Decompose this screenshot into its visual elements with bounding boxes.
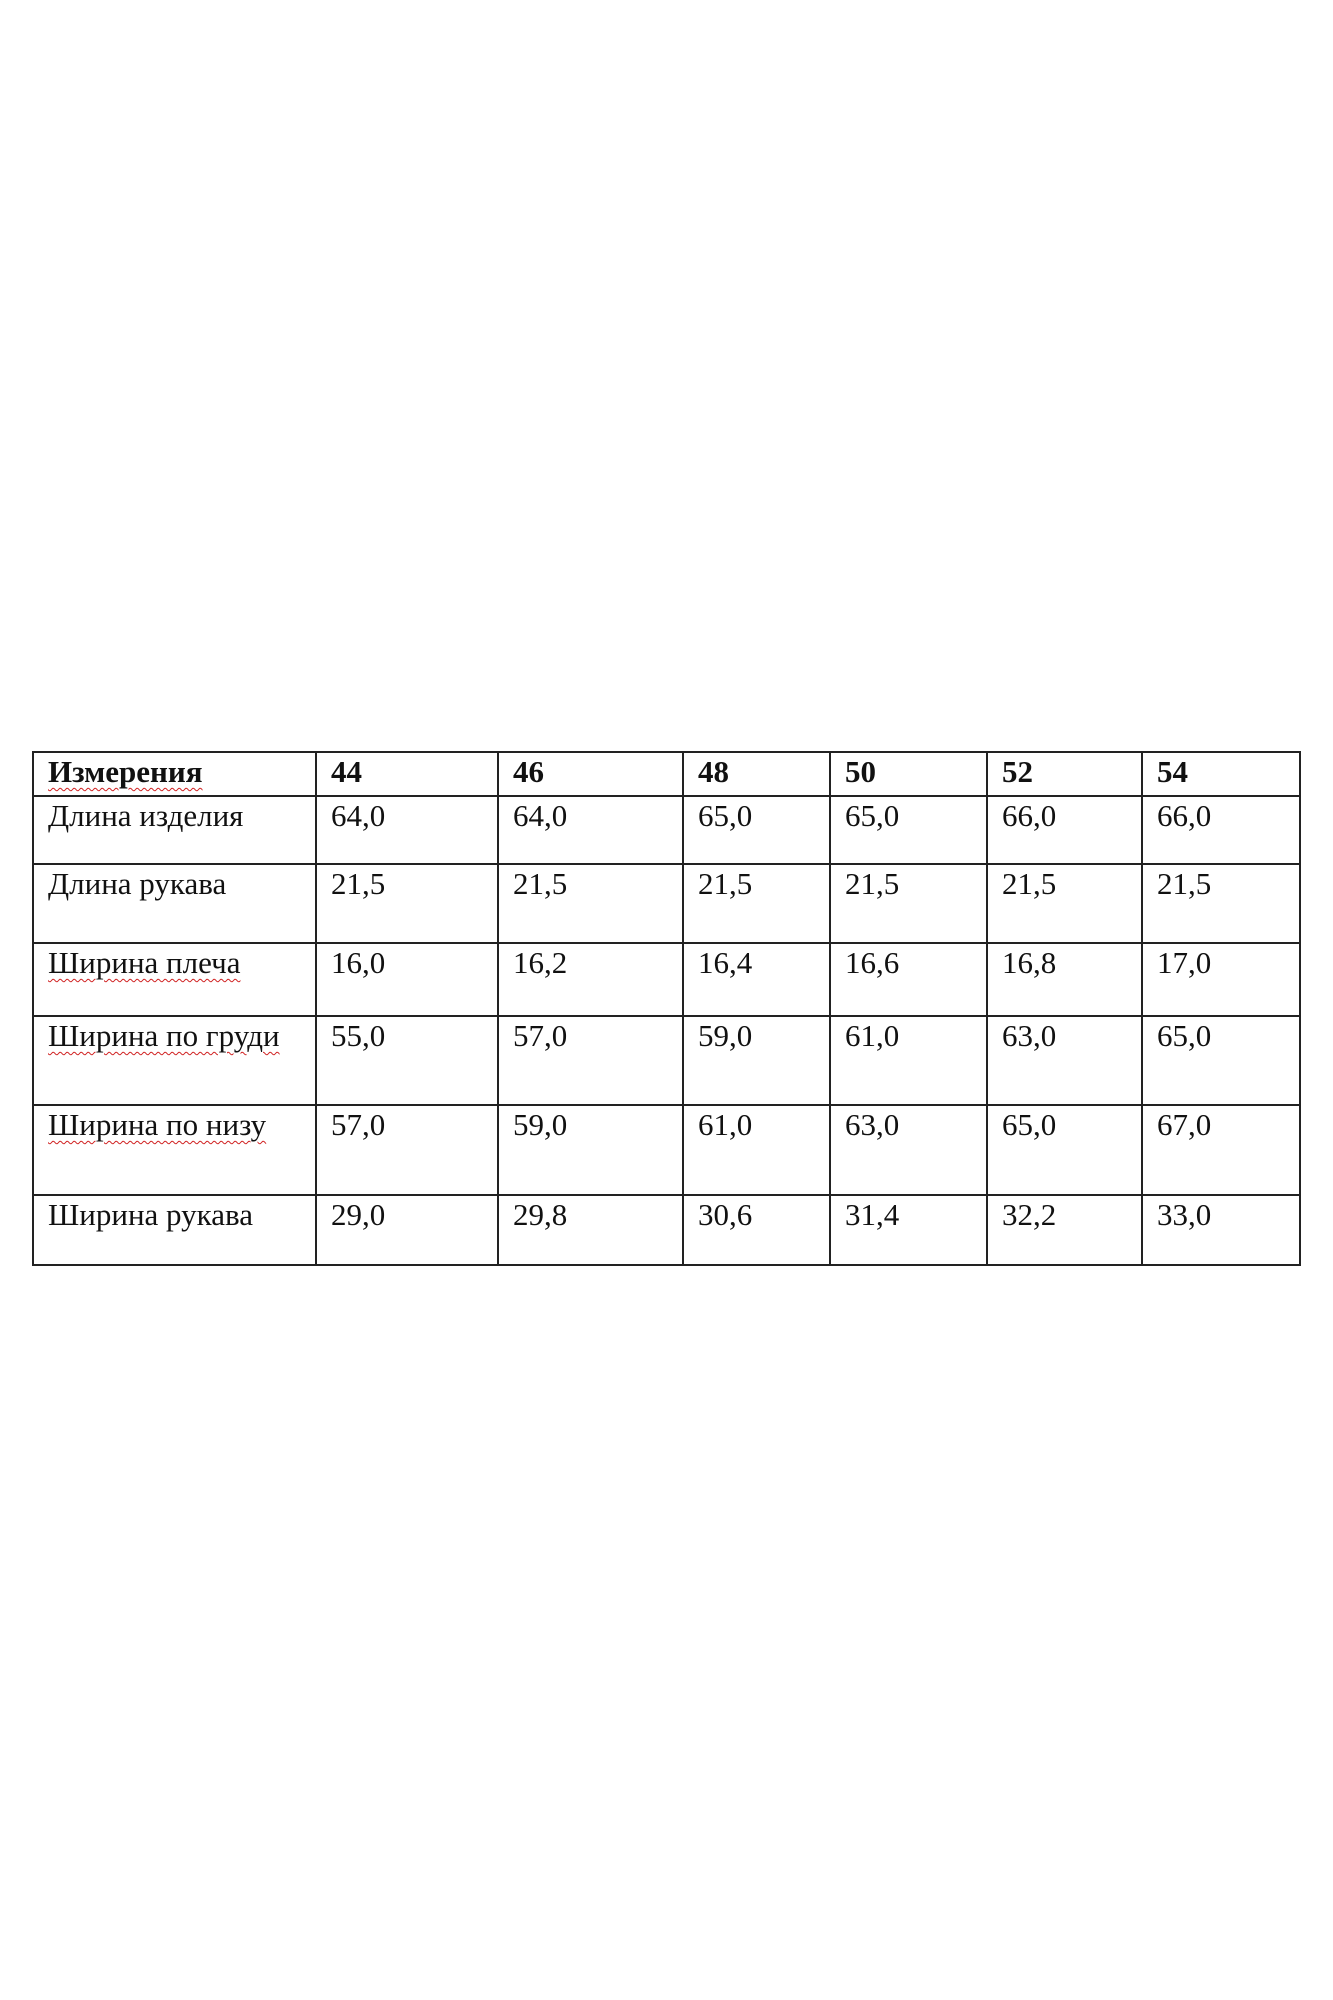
header-cell: 46 [497, 751, 684, 797]
header-cell: 44 [315, 751, 499, 797]
row-label: Ширина по груди [32, 1015, 317, 1106]
table-row: Длина изделия 64,0 64,0 65,0 65,0 66,0 6… [32, 795, 1301, 865]
size-chart-table: Измерения 44 46 48 50 52 54 Длина издели… [32, 751, 1301, 1266]
cell: 16,2 [497, 942, 684, 1017]
cell: 31,4 [829, 1194, 988, 1266]
cell: 21,5 [682, 863, 831, 944]
cell: 66,0 [986, 795, 1143, 865]
cell: 33,0 [1141, 1194, 1301, 1266]
cell: 59,0 [682, 1015, 831, 1106]
header-cell: 54 [1141, 751, 1301, 797]
cell: 21,5 [986, 863, 1143, 944]
cell: 21,5 [829, 863, 988, 944]
header-cell: 50 [829, 751, 988, 797]
cell: 32,2 [986, 1194, 1143, 1266]
header-row: Измерения 44 46 48 50 52 54 [32, 751, 1301, 797]
cell: 64,0 [497, 795, 684, 865]
cell: 55,0 [315, 1015, 499, 1106]
cell: 21,5 [1141, 863, 1301, 944]
table-row: Ширина по низу 57,0 59,0 61,0 63,0 65,0 … [32, 1104, 1301, 1196]
row-label-text: Ширина по груди [48, 1018, 280, 1053]
header-cell: Измерения [32, 751, 317, 797]
cell: 67,0 [1141, 1104, 1301, 1196]
cell: 21,5 [315, 863, 499, 944]
table-row: Ширина рукава 29,0 29,8 30,6 31,4 32,2 3… [32, 1194, 1301, 1266]
cell: 16,6 [829, 942, 988, 1017]
cell: 16,0 [315, 942, 499, 1017]
cell: 63,0 [829, 1104, 988, 1196]
cell: 57,0 [315, 1104, 499, 1196]
cell: 16,4 [682, 942, 831, 1017]
table-row: Ширина плеча 16,0 16,2 16,4 16,6 16,8 17… [32, 942, 1301, 1017]
cell: 16,8 [986, 942, 1143, 1017]
cell: 65,0 [1141, 1015, 1301, 1106]
row-label: Длина рукава [32, 863, 317, 944]
header-cell: 48 [682, 751, 831, 797]
cell: 17,0 [1141, 942, 1301, 1017]
cell: 66,0 [1141, 795, 1301, 865]
cell: 29,8 [497, 1194, 684, 1266]
cell: 61,0 [682, 1104, 831, 1196]
cell: 59,0 [497, 1104, 684, 1196]
row-label-text: Ширина по низу [48, 1107, 267, 1142]
header-label: Измерения [48, 754, 203, 789]
row-label: Ширина рукава [32, 1194, 317, 1266]
header-cell: 52 [986, 751, 1143, 797]
cell: 65,0 [986, 1104, 1143, 1196]
row-label-text: Ширина плеча [48, 945, 241, 980]
cell: 57,0 [497, 1015, 684, 1106]
row-label: Ширина плеча [32, 942, 317, 1017]
cell: 65,0 [829, 795, 988, 865]
cell: 63,0 [986, 1015, 1143, 1106]
cell: 29,0 [315, 1194, 499, 1266]
cell: 61,0 [829, 1015, 988, 1106]
cell: 65,0 [682, 795, 831, 865]
cell: 64,0 [315, 795, 499, 865]
table-row: Ширина по груди 55,0 57,0 59,0 61,0 63,0… [32, 1015, 1301, 1106]
cell: 21,5 [497, 863, 684, 944]
row-label: Длина изделия [32, 795, 317, 865]
table-row: Длина рукава 21,5 21,5 21,5 21,5 21,5 21… [32, 863, 1301, 944]
cell: 30,6 [682, 1194, 831, 1266]
row-label: Ширина по низу [32, 1104, 317, 1196]
